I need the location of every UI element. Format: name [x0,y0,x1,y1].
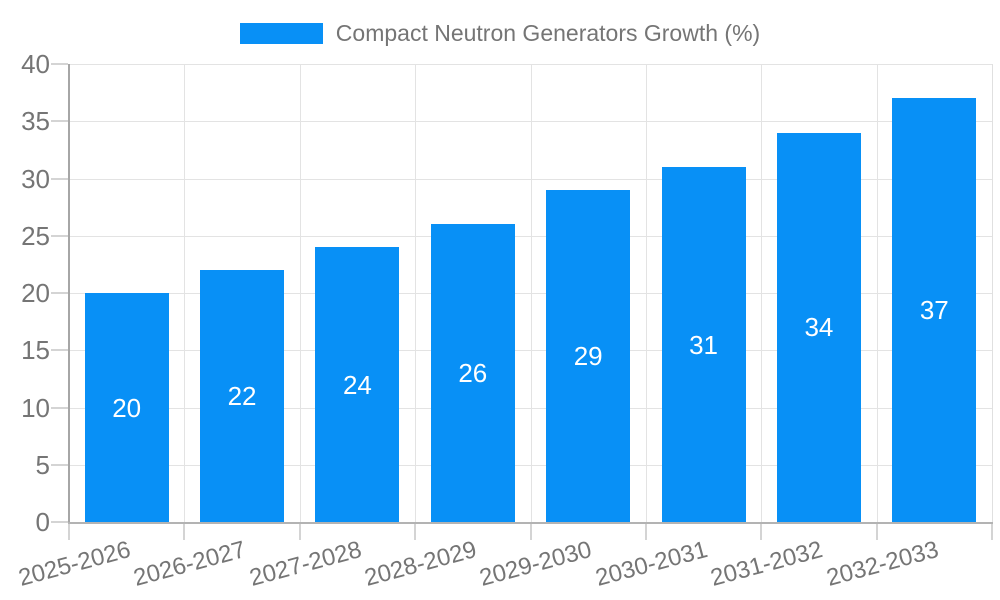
v-gridline-6 [761,64,763,522]
v-gridline-7 [876,64,878,522]
x-tick-4 [529,524,532,540]
bar-value-label: 24 [342,369,372,400]
y-axis-line [68,64,70,524]
v-gridline-1 [184,64,186,522]
y-axis-label-20: 20 [21,278,50,308]
x-tick-0 [68,524,70,540]
bar-2030-2031[interactable]: 31 [661,167,746,522]
bar-2031-2032[interactable]: 34 [776,132,861,522]
x-axis-label-2030-2031: 2030-2031 [592,536,711,592]
bar-2029-2030[interactable]: 29 [546,189,631,522]
v-gridline-4 [530,64,532,522]
x-tick-6 [760,524,763,540]
bar-2027-2028[interactable]: 24 [315,247,400,522]
bar-2028-2029[interactable]: 26 [430,224,515,522]
v-gridline-2 [299,64,301,522]
y-axis-label-30: 30 [21,163,50,194]
bar-2026-2027[interactable]: 22 [200,270,285,522]
bar-value-label: 22 [227,381,257,412]
y-axis-label-10: 10 [21,392,50,423]
x-tick-8 [991,524,993,540]
plot-right-border [992,64,993,522]
x-axis-label-2032-2033: 2032-2033 [823,536,942,592]
x-axis-label-2028-2029: 2028-2029 [361,536,480,592]
bar-value-label: 26 [458,358,488,389]
x-axis-label-2027-2028: 2027-2028 [246,536,365,592]
x-axis-label-2026-2027: 2026-2027 [130,536,249,592]
x-axis-label-2031-2032: 2031-2032 [707,536,826,592]
y-axis-label-0: 0 [35,507,50,537]
x-tick-2 [298,524,301,540]
v-gridline-5 [645,64,647,522]
bar-value-label: 31 [689,329,719,360]
y-tick-35 [51,120,68,123]
y-tick-30 [51,177,68,180]
y-axis-label-40: 40 [21,49,50,79]
bar-value-label: 34 [804,312,834,343]
y-axis-label-25: 25 [21,220,50,251]
x-tick-3 [414,524,417,540]
bar-value-label: 29 [573,340,603,371]
y-tick-15 [51,349,68,352]
y-axis-label-35: 35 [21,106,50,137]
x-tick-1 [183,524,186,540]
x-tick-5 [644,524,647,540]
y-tick-40 [51,63,68,65]
v-gridline-3 [415,64,417,522]
y-axis-label-15: 15 [21,335,50,366]
bar-2032-2033[interactable]: 37 [892,98,977,522]
y-tick-20 [51,292,68,294]
bar-2025-2026[interactable]: 20 [84,293,169,522]
y-tick-5 [51,463,68,466]
y-tick-0 [51,521,68,523]
x-axis-label-2029-2030: 2029-2030 [477,536,595,592]
y-tick-25 [51,234,68,237]
bar-value-label: 37 [919,295,949,326]
y-axis-label-5: 5 [35,449,50,480]
legend-swatch [239,22,323,44]
x-axis-label-2025-2026: 2025-2026 [15,536,134,592]
x-axis-line [68,522,993,524]
bar-value-label: 20 [112,392,142,423]
y-tick-10 [51,406,68,409]
legend-label: Compact Neutron Generators Growth (%) [335,19,761,46]
x-tick-7 [875,524,878,540]
legend[interactable]: Compact Neutron Generators Growth (%) [0,16,1000,50]
plot-area: 20 22 24 26 29 31 34 37 [69,64,992,522]
